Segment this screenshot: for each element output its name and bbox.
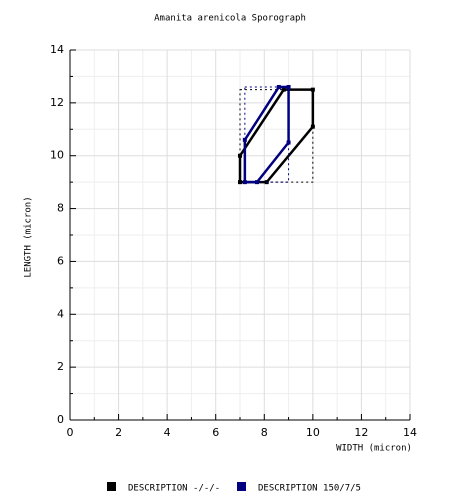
x-tick-label: 14 [403,426,417,439]
x-tick-label: 0 [67,426,74,439]
vertex-marker [255,180,259,185]
legend-label: DESCRIPTION -/-/- [128,484,220,494]
vertex-marker [238,180,242,185]
legend-label: DESCRIPTION 150/7/5 [258,484,361,494]
y-tick-label: 12 [50,96,64,109]
y-tick-label: 0 [57,413,64,426]
y-tick-label: 8 [57,202,64,215]
vertex-marker [242,137,247,142]
y-tick-label: 4 [57,307,64,320]
x-tick-label: 4 [164,426,171,439]
vertex-marker [310,87,315,92]
vertex-marker [281,87,286,92]
legend-swatch [107,482,116,491]
x-tick-label: 12 [354,426,368,439]
x-tick-label: 6 [212,426,219,439]
chart-title: Amanita arenicola Sporograph [154,14,306,24]
y-tick-label: 10 [50,149,64,162]
vertex-marker [310,124,315,129]
y-tick-label: 6 [57,254,64,267]
vertex-marker [286,140,291,145]
x-axis-label: WIDTH (micron) [336,444,412,454]
x-tick-label: 10 [306,426,320,439]
vertex-marker [276,85,281,89]
x-tick-label: 8 [261,426,268,439]
y-tick-label: 2 [57,360,64,373]
vertex-marker [242,180,247,185]
vertex-marker [238,153,242,158]
vertex-marker [286,85,291,89]
y-axis-label: LENGTH (micron) [24,196,34,277]
x-tick-label: 2 [115,426,122,439]
legend-swatch [237,482,246,491]
y-tick-label: 14 [50,43,64,56]
